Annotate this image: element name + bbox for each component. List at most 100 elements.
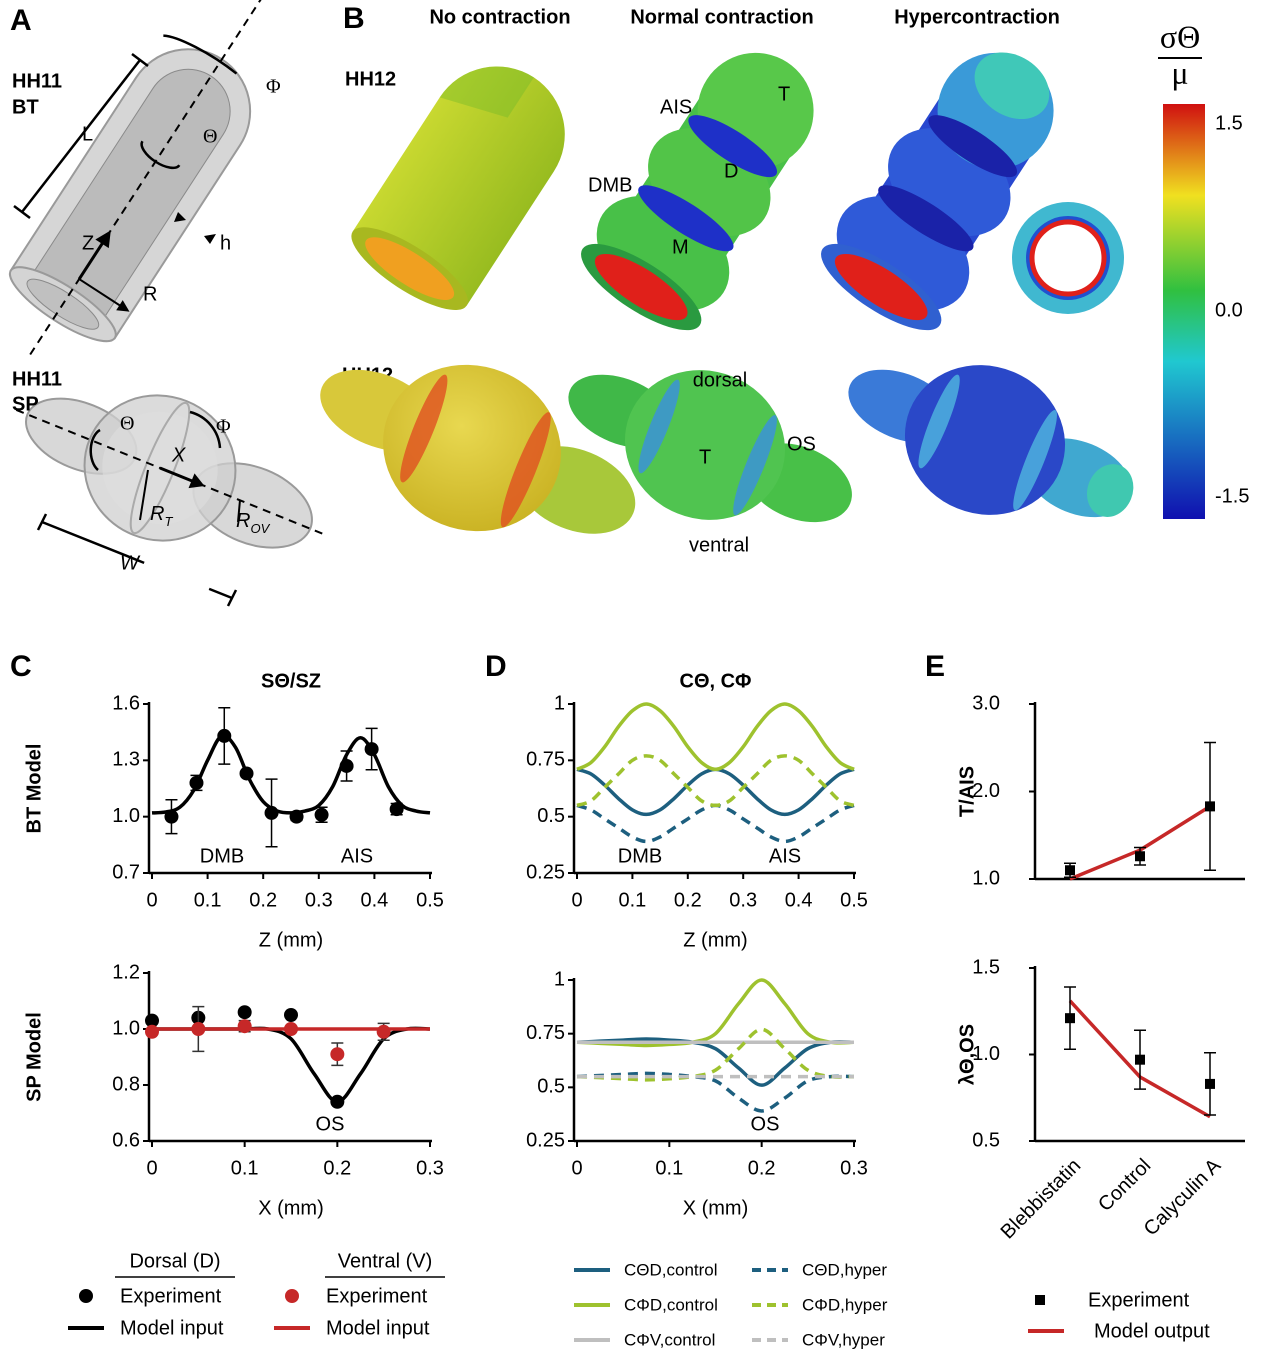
dim-label: R <box>236 510 250 532</box>
series-line <box>152 735 430 812</box>
point <box>284 1008 298 1022</box>
axis-label: Z <box>82 232 94 254</box>
point <box>240 766 254 780</box>
y-tick-label: 1.0 <box>112 1017 140 1039</box>
annotation: DMB <box>200 845 244 867</box>
x-tick-label: 0.3 <box>840 1157 868 1179</box>
y-tick-label: 1.0 <box>972 867 1000 889</box>
point <box>164 810 178 824</box>
chart-title: CΘ, CΦ <box>680 670 752 692</box>
chart-title: SΘ/SZ <box>261 670 321 692</box>
x-tick-label: 0.1 <box>231 1157 259 1179</box>
y-tick-label: 0.6 <box>112 1129 140 1151</box>
x-axis-label: X (mm) <box>258 1197 324 1219</box>
panel-label: B <box>343 2 365 35</box>
sp-diagram: HH11 SP Θ Φ X RT ROV W <box>0 343 349 606</box>
y-tick-label: 0.8 <box>112 1073 140 1095</box>
figure: A B C D E HH11 BT L Φ Θ Z R h HH11 SP Θ … <box>0 0 1277 1353</box>
y-axis-label: λΘ,OS <box>956 1024 978 1085</box>
colorbar <box>1163 104 1205 519</box>
annotation: AIS <box>341 845 373 867</box>
angle-label: Φ <box>216 416 231 438</box>
model-label: BT <box>12 96 39 118</box>
point <box>238 1005 252 1019</box>
legend-label: CΘD,hyper <box>802 1260 887 1279</box>
point <box>189 776 203 790</box>
y-tick-label: 1.6 <box>112 692 140 714</box>
series-line <box>577 980 854 1045</box>
y-tick-label: 0.25 <box>526 1129 565 1151</box>
point <box>145 1025 159 1039</box>
series-line <box>1070 806 1210 879</box>
y-tick-label: 1 <box>554 968 565 990</box>
model-label: SP <box>12 393 39 415</box>
stage-label: HH11 <box>12 70 62 92</box>
dim-label: R <box>150 503 164 525</box>
region-label: OS <box>787 433 816 455</box>
x-axis-label: Z (mm) <box>259 929 323 951</box>
point <box>340 759 354 773</box>
point <box>377 1025 391 1039</box>
series-line <box>577 805 854 841</box>
x-tick-label: 0.5 <box>840 889 868 911</box>
panel-label: A <box>10 4 32 37</box>
colorbar-tick: 1.5 <box>1215 112 1243 134</box>
x-tick-label: 0.3 <box>729 889 757 911</box>
dim-subscript: T <box>164 514 173 529</box>
x-tick-label: 0.3 <box>416 1157 444 1179</box>
row-label: HH12 <box>345 68 396 90</box>
legend-marker <box>285 1289 299 1303</box>
panel-label: C <box>10 650 32 683</box>
y-tick-label: 3.0 <box>972 692 1000 714</box>
y-tick-label: 0.5 <box>537 1076 565 1098</box>
x-tick-label: Blebbistatin <box>997 1155 1086 1244</box>
panel-label: E <box>925 650 945 683</box>
point <box>1205 801 1215 811</box>
legend-label: CΦV,hyper <box>802 1330 885 1349</box>
dim-label: h <box>220 232 231 254</box>
angle-label: Φ <box>266 76 281 98</box>
point <box>315 808 329 822</box>
y-tick-label: 0.25 <box>526 861 565 883</box>
region-label: T <box>778 83 790 105</box>
angle-label: Θ <box>120 413 134 435</box>
point <box>330 1047 344 1061</box>
point <box>1205 1079 1215 1089</box>
y-tick-label: 1.0 <box>112 805 140 827</box>
x-tick-label: Control <box>1094 1155 1155 1216</box>
x-axis-label: X (mm) <box>683 1197 749 1219</box>
stress-renders: No contraction Normal contraction Hyperc… <box>291 6 1249 589</box>
column-title: Hypercontraction <box>894 6 1060 28</box>
annotation: OS <box>316 1113 345 1135</box>
y-tick-label: 0.7 <box>112 861 140 883</box>
x-tick-label: 0.3 <box>305 889 333 911</box>
legend-label: CΦD,hyper <box>802 1295 888 1314</box>
region-label: DMB <box>588 174 632 196</box>
legend-label: Experiment <box>120 1285 222 1307</box>
y-tick-label: 1.3 <box>112 749 140 771</box>
x-tick-label: 0.2 <box>323 1157 351 1179</box>
point <box>284 1022 298 1036</box>
bt-diagram: HH11 BT L Φ Θ Z R h <box>0 0 314 388</box>
point <box>217 729 231 743</box>
annotation: OS <box>751 1113 780 1135</box>
y-tick-label: 1 <box>554 692 565 714</box>
region-label: dorsal <box>693 369 747 391</box>
dim-label: W <box>120 552 141 574</box>
series-line <box>152 1028 430 1102</box>
angle-label: Θ <box>203 126 217 148</box>
point <box>365 742 379 756</box>
x-tick-label: 0 <box>571 1157 582 1179</box>
y-axis-label: T/AIS <box>956 766 978 817</box>
point <box>191 1022 205 1036</box>
column-title: Normal contraction <box>630 6 813 28</box>
point <box>290 810 304 824</box>
legend-label: CΦD,control <box>624 1295 718 1314</box>
point <box>1065 865 1075 875</box>
y-tick-label: 1.2 <box>112 961 140 983</box>
legend-label: Model output <box>1094 1320 1210 1342</box>
y-tick-label: 0.5 <box>972 1129 1000 1151</box>
colorbar-label: μ <box>1171 54 1188 90</box>
legend-marker <box>1035 1295 1045 1305</box>
axis-label: X <box>171 444 186 466</box>
